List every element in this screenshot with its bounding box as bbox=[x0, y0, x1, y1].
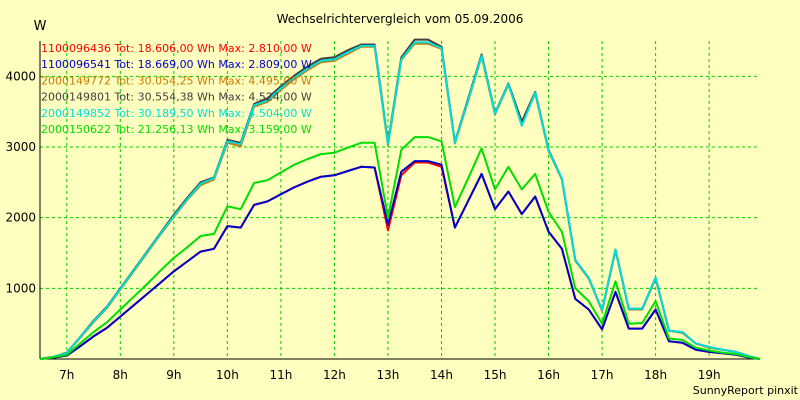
tick-labels: 1000 2000 3000 4000 7h 8h 9h 10h 11h 12h 13h 14h 15h… bbox=[5, 69, 720, 382]
series-line-1100096541 bbox=[39, 160, 761, 360]
legend-entry-2000149801: 2000149801 Tot: 30.554,38 Wh Max: 4.524,… bbox=[41, 91, 312, 104]
x-tick-label: 16h bbox=[537, 368, 560, 382]
footer-credit: SunnyReport pinxit bbox=[693, 384, 799, 397]
y-tick-label: 3000 bbox=[5, 140, 36, 154]
y-tick-label: 4000 bbox=[5, 69, 36, 83]
x-tick-label: 12h bbox=[323, 368, 346, 382]
x-tick-label: 7h bbox=[59, 368, 74, 382]
x-tick-label: 8h bbox=[113, 368, 128, 382]
x-tick-label: 9h bbox=[166, 368, 181, 382]
legend-entry-1100096436: 1100096436 Tot: 18.606,00 Wh Max: 2.810,… bbox=[41, 42, 312, 55]
x-tick-label: 10h bbox=[216, 368, 239, 382]
plot-area bbox=[40, 41, 760, 359]
x-tick-label: 15h bbox=[484, 368, 507, 382]
y-tick-label: 2000 bbox=[5, 211, 36, 225]
legend: 1100096436 Tot: 18.606,00 Wh Max: 2.810,… bbox=[41, 42, 312, 136]
x-tick-label: 17h bbox=[591, 368, 614, 382]
legend-entry-2000149772: 2000149772 Tot: 30.054,25 Wh Max: 4.495,… bbox=[41, 74, 312, 87]
series-lines bbox=[39, 38, 761, 360]
chart-title: Wechselrichtervergleich vom 05.09.2006 bbox=[277, 12, 524, 26]
series-line-2000149852 bbox=[39, 41, 761, 360]
x-tick-label: 14h bbox=[430, 368, 453, 382]
y-tick-label: 1000 bbox=[5, 281, 36, 295]
legend-entry-2000149852: 2000149852 Tot: 30.189,50 Wh Max: 4.504,… bbox=[41, 107, 312, 120]
gridlines bbox=[40, 41, 760, 359]
series-line-2000150622 bbox=[39, 136, 761, 360]
legend-entry-1100096541: 1100096541 Tot: 18.669,00 Wh Max: 2.809,… bbox=[41, 58, 312, 71]
x-tick-label: 13h bbox=[377, 368, 400, 382]
legend-entry-2000150622: 2000150622 Tot: 21.256,13 Wh Max: 3.159,… bbox=[41, 123, 312, 136]
y-axis-label: W bbox=[34, 19, 47, 34]
x-tick-label: 18h bbox=[644, 368, 667, 382]
x-tick-label: 11h bbox=[269, 368, 292, 382]
x-tick-label: 19h bbox=[698, 368, 721, 382]
